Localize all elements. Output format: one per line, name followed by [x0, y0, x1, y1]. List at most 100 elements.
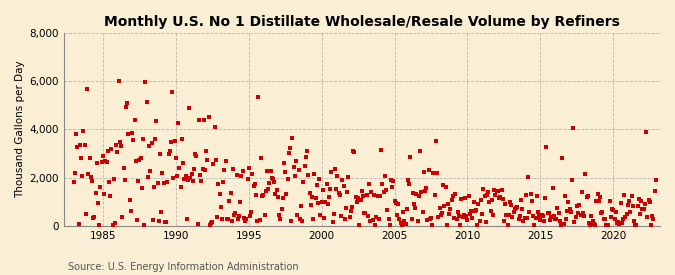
Point [280, 170, 291, 174]
Point [649, 189, 660, 193]
Point [518, 218, 529, 223]
Point [463, 194, 474, 198]
Point [506, 202, 516, 207]
Point [145, 169, 156, 173]
Point [429, 192, 440, 197]
Point [134, 158, 144, 162]
Y-axis label: Thousand Gallons per Day: Thousand Gallons per Day [15, 60, 25, 198]
Point [343, 175, 354, 179]
Point [614, 222, 625, 226]
Point [133, 179, 144, 183]
Point [314, 177, 325, 182]
Point [73, 221, 84, 226]
Point [523, 175, 534, 179]
Point [259, 212, 270, 217]
Point [512, 204, 522, 209]
Point [92, 201, 103, 205]
Point [323, 195, 334, 199]
Point [458, 212, 469, 217]
Point [297, 219, 308, 223]
Point [147, 218, 158, 222]
Point [421, 186, 431, 190]
Point [115, 144, 126, 148]
Point [451, 216, 462, 221]
Point [315, 213, 326, 217]
Point [528, 214, 539, 218]
Point [513, 217, 524, 221]
Point [121, 104, 132, 109]
Point [402, 206, 412, 211]
Point [218, 180, 229, 185]
Point [247, 172, 258, 177]
Point [364, 182, 375, 186]
Point [300, 155, 311, 160]
Point [477, 212, 487, 216]
Point [563, 200, 574, 204]
Point [252, 219, 263, 223]
Point [378, 190, 389, 194]
Point [628, 218, 639, 223]
Point [77, 174, 88, 178]
Point [601, 223, 612, 227]
Point [124, 198, 135, 202]
Point [607, 207, 618, 211]
Point [221, 217, 232, 221]
Point [371, 215, 382, 219]
Point [475, 198, 486, 202]
Point [479, 194, 490, 199]
Point [72, 144, 83, 149]
Point [119, 177, 130, 182]
Point [581, 195, 592, 199]
Point [264, 180, 275, 185]
Point [578, 211, 589, 215]
Point [495, 194, 506, 199]
Point [294, 217, 305, 221]
Point [530, 216, 541, 221]
Point [82, 87, 92, 92]
Point [422, 218, 433, 222]
Point [362, 214, 373, 218]
Point [549, 217, 560, 221]
Point [127, 131, 138, 136]
Point [612, 221, 622, 225]
Point [200, 168, 211, 172]
Point [115, 139, 126, 144]
Point [311, 183, 322, 187]
Point [408, 191, 418, 195]
Point [556, 223, 566, 228]
Point [163, 152, 174, 156]
Point [304, 191, 315, 196]
Point [367, 218, 378, 222]
Point [420, 189, 431, 193]
Point [597, 210, 608, 214]
Point [490, 193, 501, 197]
Point [269, 179, 279, 184]
Point [182, 217, 192, 222]
Point [551, 216, 562, 221]
Point [382, 208, 393, 213]
Point [186, 171, 197, 176]
Point [188, 167, 199, 171]
Point [101, 160, 112, 164]
Point [205, 223, 215, 227]
Point [128, 138, 138, 142]
Point [416, 190, 427, 194]
Point [185, 176, 196, 180]
Point [543, 211, 554, 215]
Point [306, 195, 317, 199]
Point [616, 220, 627, 225]
Point [164, 148, 175, 153]
Point [372, 194, 383, 198]
Point [240, 219, 250, 223]
Point [275, 216, 286, 221]
Point [136, 185, 147, 190]
Point [203, 115, 214, 120]
Point [99, 192, 109, 197]
Point [505, 200, 516, 205]
Point [473, 202, 484, 206]
Point [438, 182, 449, 187]
Point [598, 217, 609, 221]
Point [229, 213, 240, 218]
Point [449, 216, 460, 220]
Point [622, 203, 633, 207]
